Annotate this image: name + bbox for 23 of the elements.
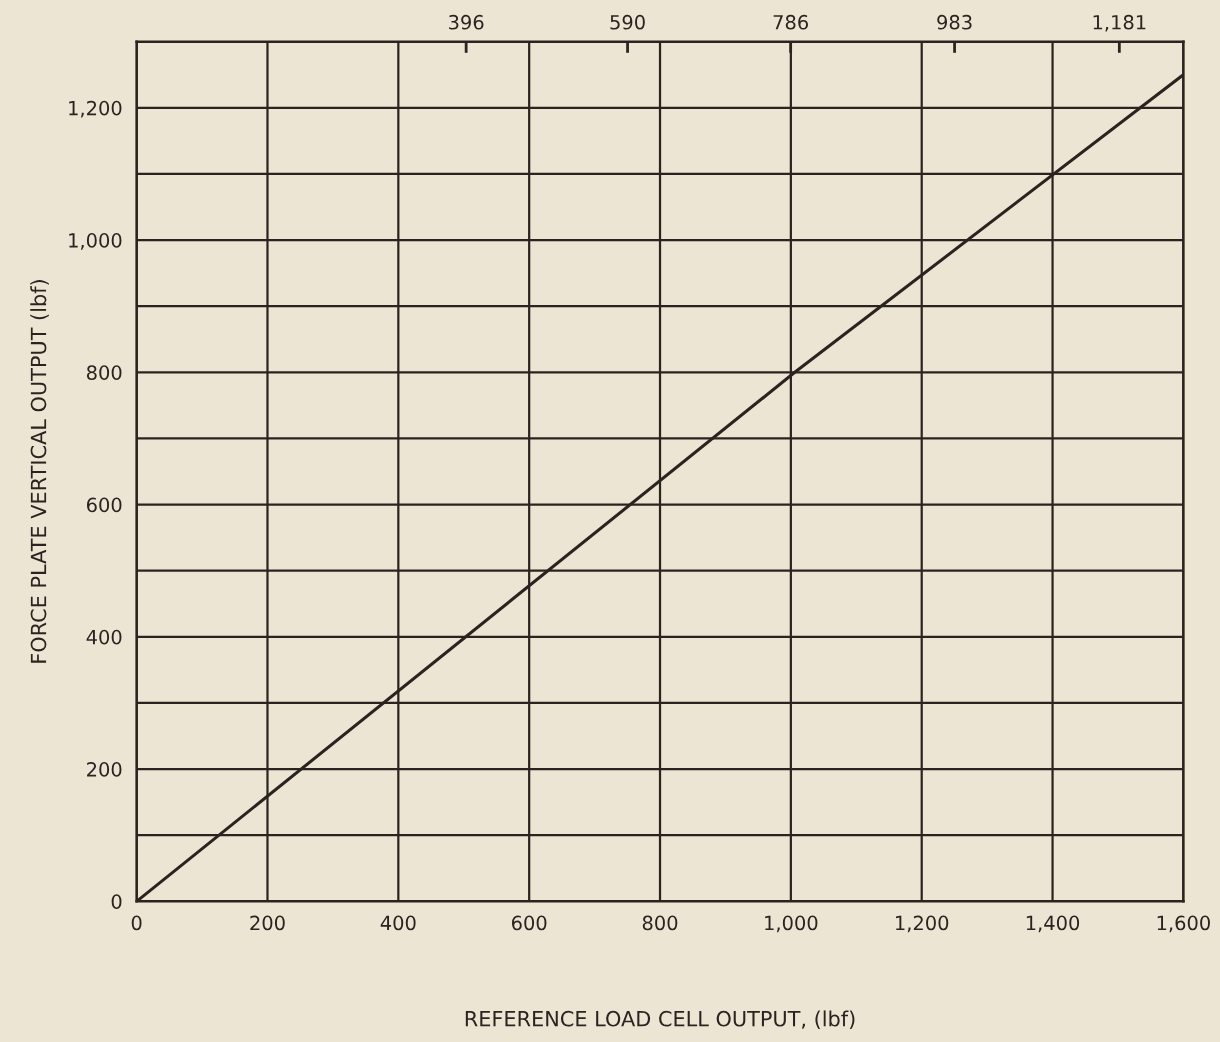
x2-tick-label: 786 [773,14,808,30]
x2-tick-label: 590 [610,14,645,30]
y-tick-label: 1,000 [69,233,122,250]
y-tick-label: 0 [111,894,122,909]
y-tick-label: 800 [86,365,122,380]
x-tick-label: 0 [131,915,142,931]
x2-tick-label: 983 [937,14,972,30]
x-tick-label: 800 [642,915,678,931]
x-tick-label: 1,600 [1157,915,1210,933]
y-tick-label: 200 [87,762,122,777]
y-tick-label: 400 [86,629,122,645]
x-tick-label: 400 [380,915,416,931]
y-tick-label: 1,200 [69,100,122,118]
x-tick-label: 1,000 [765,915,818,933]
x-tick-label: 600 [511,915,547,931]
x-axis-title: REFERENCE LOAD CELL OUTPUT, (lbf) [465,1010,855,1029]
y-tick-label: 600 [86,497,122,513]
x-tick-label: 200 [250,915,285,931]
y-axis-title: FORCE PLATE VERTICAL OUTPUT (lbf) [30,280,49,663]
x-tick-label: 1,400 [1026,915,1080,933]
x-tick-label: 1,200 [896,915,949,933]
x2-tick-label: 1,181 [1093,14,1146,32]
x2-tick-label: 396 [449,14,484,30]
